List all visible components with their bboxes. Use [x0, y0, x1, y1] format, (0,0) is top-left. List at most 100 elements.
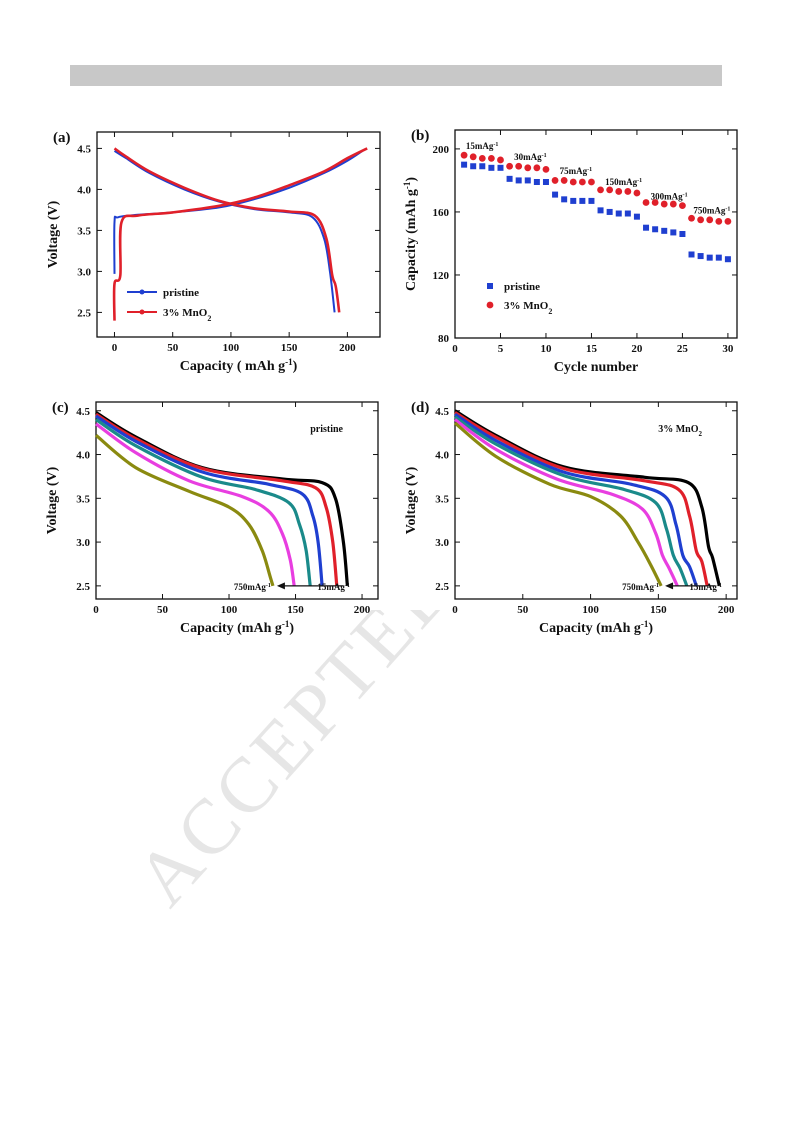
watermark-text: ACCEPTED: [150, 610, 474, 921]
data-point-mno2: [615, 188, 623, 195]
x-tick-label: 0: [452, 343, 458, 355]
panel-note: pristine: [310, 424, 343, 435]
rate-label-low-sup: -1: [345, 583, 350, 589]
x-axis-title-main: Capacity (mAh g: [539, 621, 641, 636]
data-point-pristine: [697, 253, 704, 260]
data-point-mno2: [560, 177, 568, 184]
panel-note: 3% MnO2: [658, 424, 702, 438]
rate-arrow-head: [276, 582, 285, 590]
data-point-pristine: [552, 191, 559, 198]
x-tick-label: 0: [112, 342, 118, 354]
y-axis-title: Voltage (V): [46, 200, 61, 268]
y-axis-title-main: Voltage (V): [46, 200, 61, 268]
data-point-pristine: [688, 251, 695, 258]
panel-label: (a): [53, 130, 71, 146]
x-tick-label: 20: [631, 343, 643, 355]
rate-label-sup: -1: [725, 207, 730, 213]
rate-label: 75mAg-1: [560, 166, 593, 176]
x-tick-label: 200: [339, 342, 356, 354]
panel-label: (c): [52, 400, 69, 416]
x-axis-title-sup: -1: [641, 619, 649, 629]
legend-label: 3% MnO2: [163, 307, 211, 323]
legend-marker: [139, 309, 145, 315]
data-point-mno2: [515, 162, 523, 170]
y-axis-title-sup: -1: [402, 181, 412, 189]
y-axis-title-tail: ): [404, 177, 419, 182]
rate-label-sup: -1: [587, 167, 592, 173]
data-point-mno2: [460, 151, 468, 159]
y-tick-label: 200: [433, 144, 450, 156]
y-tick-label: 3.0: [435, 537, 449, 549]
data-point-pristine: [615, 210, 622, 217]
x-tick-label: 100: [582, 604, 599, 616]
data-point-pristine: [597, 207, 604, 214]
data-point-mno2: [706, 216, 714, 224]
legend-label-sub: 2: [548, 307, 552, 316]
y-tick-label: 4.0: [76, 450, 90, 462]
x-tick-label: 30: [722, 343, 734, 355]
legend-label-text: 3% MnO: [163, 307, 208, 319]
rate-label-low-text: 15mAg: [317, 582, 345, 592]
discharge-curve: [453, 421, 663, 587]
plot-frame: [96, 131, 381, 338]
x-tick-label: 5: [498, 343, 504, 355]
panel-c: (c) 0 50 100 150 200 2.5 3.0 3.5 4.0 4.5 Capacity (…: [45, 400, 379, 636]
rate-label: 15mAg-1: [466, 141, 499, 151]
y-tick-label: 2.5: [435, 581, 449, 593]
legend-label-text: pristine: [504, 281, 540, 293]
y-tick-label: 2.5: [76, 581, 90, 593]
x-tick-label: 50: [517, 604, 529, 616]
x-tick-label: 150: [650, 604, 667, 616]
rate-label-high-text: 750mAg: [622, 582, 654, 592]
data-point-mno2: [487, 154, 495, 162]
x-axis-title-tail: ): [648, 621, 653, 636]
legend-label: pristine: [163, 287, 199, 299]
data-point-mno2: [578, 178, 586, 186]
y-tick-label: 3.0: [77, 266, 91, 278]
rate-label-high-sup: -1: [266, 583, 271, 589]
data-point-mno2: [542, 165, 550, 173]
panel-b: (b) 0 5 10 15 20 25 30 80 120 160 200 Cycle number Ca…: [402, 128, 738, 375]
y-axis-title: Voltage (V): [404, 466, 419, 534]
plot-frame: [454, 129, 738, 339]
discharge-curve: [95, 412, 339, 587]
discharge-curve: [454, 415, 689, 587]
x-tick-label: 50: [157, 604, 169, 616]
rate-label-low: 15mAg-1: [689, 582, 722, 592]
series-line-mno2: [112, 147, 368, 321]
rate-label: 300mAg-1: [651, 191, 688, 201]
data-point-mno2: [533, 164, 541, 172]
data-point-mno2: [569, 178, 577, 186]
legend-label: 3% MnO2: [504, 300, 552, 316]
data-point-mno2: [478, 154, 486, 162]
panel-a: (a) 0 50 100 150 200 2.5 3.0 3.5 4.0 4.5 Capacity (…: [46, 130, 381, 374]
data-point-pristine: [661, 227, 668, 234]
panel-label: (b): [411, 128, 429, 144]
data-point-pristine: [515, 177, 522, 184]
rate-label-high: 750mAg-1: [234, 582, 271, 592]
x-tick-label: 100: [223, 342, 240, 354]
rate-label-sup: -1: [493, 142, 498, 148]
x-axis-title-tail: ): [289, 621, 294, 636]
header-bar: [70, 65, 722, 86]
x-tick-label: 200: [354, 604, 371, 616]
rate-label-low-text: 15mAg: [689, 582, 717, 592]
data-point-pristine: [588, 197, 595, 204]
data-point-mno2: [633, 189, 641, 197]
rate-label-low-sup: -1: [717, 583, 722, 589]
x-axis-title: Cycle number: [554, 360, 638, 375]
rate-label-high-text: 750mAg: [234, 582, 266, 592]
panel-note-text: 3% MnO: [658, 424, 699, 435]
y-tick-label: 80: [438, 333, 450, 345]
data-point-pristine: [542, 179, 549, 185]
data-point-mno2: [660, 200, 668, 208]
y-tick-label: 4.0: [435, 450, 449, 462]
legend-label-sub: 2: [207, 314, 211, 323]
legend-label-text: pristine: [163, 287, 199, 299]
x-tick-label: 15: [586, 343, 598, 355]
x-axis-title: Capacity ( mAh g-1): [180, 357, 298, 374]
y-axis-title: Voltage (V): [45, 466, 60, 534]
x-tick-label: 100: [221, 604, 238, 616]
data-point-pristine: [670, 229, 677, 236]
data-point-pristine: [506, 175, 513, 182]
